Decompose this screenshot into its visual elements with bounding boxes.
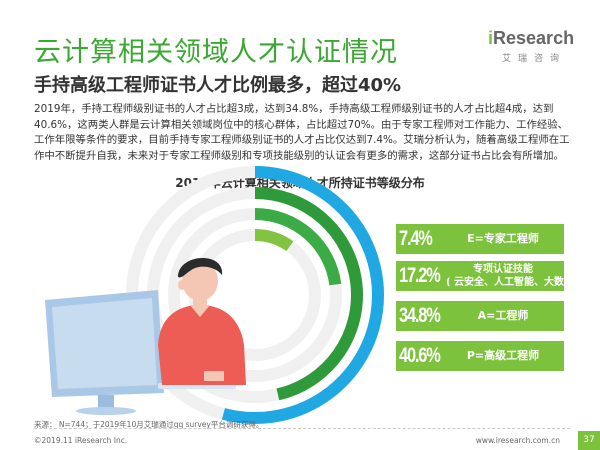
ring-arc-2	[254, 187, 363, 401]
legend-badge-expert-engineer: 7.4% E=专家工程师	[396, 224, 564, 254]
logo-subtitle: 艾瑞咨询	[502, 54, 567, 64]
ring-arc-3	[221, 166, 384, 424]
badge-label: E=专家工程师	[467, 232, 539, 245]
legend-badge-engineer: 34.8% A=工程师	[396, 301, 564, 331]
badge-value: 40.6%	[399, 344, 441, 367]
page-subtitle: 手持高级工程师证书人才比例最多，超过40%	[34, 75, 402, 96]
badge-value: 7.4%	[399, 227, 433, 250]
summary-paragraph: 2019年，手持工程师级别证书的人才占比超3成，达到34.8%，手持高级工程师级…	[34, 103, 570, 162]
badge-label: P=高级工程师	[466, 349, 540, 362]
source-note: 来源： N=744；于2019年10月艾瑞通过qq survey平台调研获得。	[34, 420, 264, 429]
page-title: 云计算相关领域人才认证情况	[34, 37, 398, 68]
person-at-computer-illustration	[45, 257, 246, 415]
ring-arc-0	[254, 229, 294, 252]
logo-wordmark: iResearch	[488, 28, 575, 48]
badge-value: 34.8%	[399, 304, 441, 327]
ring-arc-1	[254, 208, 342, 286]
badge-label: 专项认证技能 ( 云安全、人工智能、大数据 )	[446, 264, 583, 288]
page-number: 37	[578, 431, 600, 450]
badge-label: A=工程师	[477, 309, 529, 322]
footer-divider	[34, 428, 570, 429]
legend-badge-senior-engineer: 40.6% P=高级工程师	[396, 341, 564, 371]
badge-value: 17.2%	[399, 264, 441, 287]
legend-badge-special-skills: 17.2% 专项认证技能 ( 云安全、人工智能、大数据 )	[396, 261, 583, 291]
website-link[interactable]: www.iresearch.com.cn	[475, 436, 560, 445]
copyright: ©2019.11 iResearch Inc.	[34, 436, 128, 445]
iresearch-logo: iResearch 艾瑞咨询	[488, 28, 574, 68]
